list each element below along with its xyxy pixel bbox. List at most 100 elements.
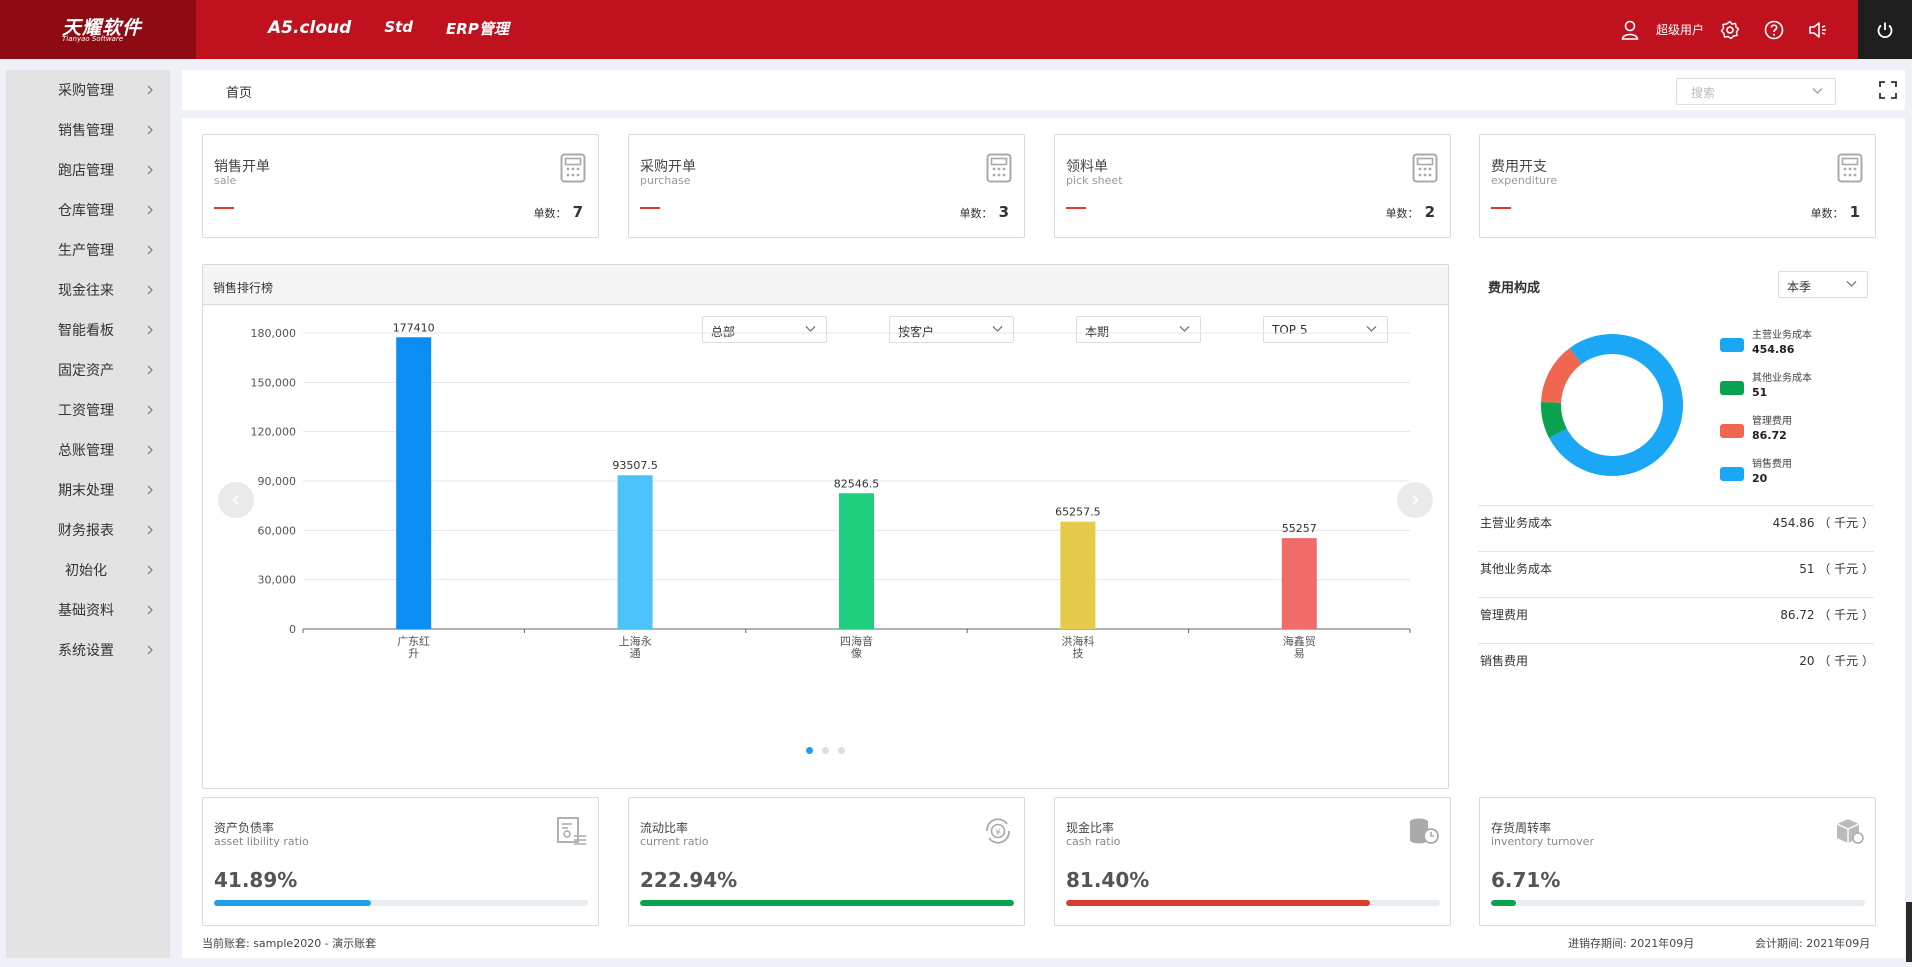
chevron-right-icon — [147, 85, 153, 95]
donut-slice[interactable] — [1532, 325, 1692, 485]
chevron-right-icon — [147, 605, 153, 615]
sidebar-item[interactable]: 总账管理 — [6, 430, 170, 470]
nav-a5-cloud[interactable]: A5.cloud — [268, 18, 352, 38]
sidebar-item[interactable]: 财务报表 — [6, 510, 170, 550]
chevron-right-icon — [147, 325, 153, 335]
x-tick-label: 技 — [1072, 647, 1083, 660]
period-select[interactable]: 本期 — [1076, 316, 1201, 343]
bar-value-label: 177410 — [393, 321, 435, 334]
stat-count-label: 单数： — [1385, 207, 1419, 220]
ratio-card[interactable]: 资产负债率 asset libility ratio 41.89% — [202, 797, 599, 926]
stat-card-dash — [1491, 207, 1511, 209]
search-select[interactable]: 搜索 — [1676, 78, 1836, 105]
fullscreen-icon[interactable] — [1878, 80, 1898, 100]
sidebar-item[interactable]: 基础资料 — [6, 590, 170, 630]
stat-card[interactable]: 领料单 pick sheet 单数： 2 — [1054, 134, 1451, 238]
carousel-prev-button[interactable] — [218, 482, 254, 518]
ratio-progress-track — [1066, 900, 1440, 906]
sidebar-item[interactable]: 固定资产 — [6, 350, 170, 390]
chevron-right-icon — [147, 445, 153, 455]
power-icon — [1877, 22, 1893, 38]
gear-icon[interactable] — [1719, 19, 1741, 41]
carousel-dot[interactable] — [838, 747, 845, 754]
nav-std[interactable]: Std — [384, 18, 414, 36]
breadcrumb-home[interactable]: 首页 — [226, 86, 253, 101]
sidebar-item[interactable]: 期末处理 — [6, 470, 170, 510]
user-name[interactable]: 超级用户 — [1655, 23, 1704, 37]
chevron-right-icon — [147, 565, 153, 575]
sidebar-item-label: 系统设置 — [58, 643, 114, 659]
breadcrumb-bar: 首页 搜索 — [182, 70, 1905, 110]
ratio-card[interactable]: 存货周转率 inventory turnover 6.71% — [1479, 797, 1876, 926]
legend-value: 454.86 — [1752, 343, 1795, 356]
sidebar-item[interactable]: 跑店管理 — [6, 150, 170, 190]
sales-ranking-title: 销售排行榜 — [203, 265, 1448, 305]
sidebar-item[interactable]: 采购管理 — [6, 70, 170, 110]
speaker-icon[interactable] — [1807, 19, 1829, 41]
x-tick-label: 海鑫贸 — [1283, 634, 1316, 648]
stat-card-title: 费用开支 — [1491, 159, 1547, 175]
ratio-progress-track — [214, 900, 588, 906]
bar — [617, 475, 653, 629]
scrollbar-thumb[interactable] — [1906, 902, 1912, 962]
sidebar-item[interactable]: 智能看板 — [6, 310, 170, 350]
stat-card[interactable]: 费用开支 expenditure 单数： 1 — [1479, 134, 1876, 238]
branch-select[interactable]: 总部 — [702, 316, 827, 343]
footer-accounting-period: 会计期间: 2021年09月 — [1755, 937, 1871, 950]
x-tick-label: 广东红 — [397, 635, 430, 648]
sidebar-item[interactable]: 生产管理 — [6, 230, 170, 270]
ratio-card[interactable]: 流动比率 current ratio 222.94% ¥ — [628, 797, 1025, 926]
ratio-value: 41.89% — [214, 868, 298, 892]
expense-row: 主营业务成本 454.86 （ 千元 ） — [1478, 505, 1874, 551]
group-by-select[interactable]: 按客户 — [889, 316, 1014, 343]
stat-card[interactable]: 采购开单 purchase 单数： 3 — [628, 134, 1025, 238]
legend-item[interactable]: 其他业务成本 51 — [1720, 369, 1860, 412]
top-nav: A5.cloud Std ERP管理 — [268, 18, 509, 39]
carousel-dot[interactable] — [806, 747, 813, 754]
calculator-icon — [1412, 153, 1438, 183]
expense-period-select[interactable]: 本季 — [1778, 271, 1868, 298]
carousel-next-button[interactable] — [1397, 482, 1433, 518]
legend-item[interactable]: 主营业务成本 454.86 — [1720, 326, 1860, 369]
chevron-down-icon — [805, 326, 816, 332]
donut-slice[interactable] — [1532, 325, 1692, 485]
stat-card[interactable]: 销售开单 sale 单数： 7 — [202, 134, 599, 238]
sidebar: 采购管理 销售管理 跑店管理仓库管理生产管理 现金往来 智能看板 固定资产工资管理总账管理… — [6, 70, 170, 958]
ratio-subtitle: asset libility ratio — [214, 835, 309, 848]
carousel-dot[interactable] — [822, 747, 829, 754]
sidebar-item[interactable]: 初始化 — [6, 550, 170, 590]
ratio-title: 现金比率 — [1066, 821, 1115, 835]
chevron-right-icon — [147, 285, 153, 295]
chevron-right-icon — [147, 485, 153, 495]
ratio-card[interactable]: 现金比率 cash ratio 81.40% — [1054, 797, 1451, 926]
y-tick-label: 180,000 — [251, 327, 297, 340]
chevron-right-icon — [147, 245, 153, 255]
sidebar-item[interactable]: 系统设置 — [6, 630, 170, 670]
legend-name: 其他业务成本 — [1752, 373, 1812, 384]
sidebar-item[interactable]: 现金往来 — [6, 270, 170, 310]
sidebar-item[interactable]: 仓库管理 — [6, 190, 170, 230]
sidebar-item[interactable]: 销售管理 — [6, 110, 170, 150]
sidebar-item-label: 工资管理 — [58, 403, 114, 419]
logo[interactable]: 天耀软件 Tianyao Software — [0, 0, 196, 59]
expense-row-value: 20 （ 千元 ） — [1799, 654, 1874, 668]
legend-item[interactable]: 管理费用 86.72 — [1720, 412, 1860, 455]
ratio-title: 存货周转率 — [1491, 821, 1552, 835]
ratio-subtitle: current ratio — [640, 835, 709, 848]
chevron-right-icon — [147, 205, 153, 215]
expense-title: 费用构成 — [1488, 281, 1541, 296]
ratio-progress-fill — [1491, 900, 1517, 906]
power-button[interactable] — [1858, 0, 1912, 59]
help-icon[interactable] — [1763, 19, 1785, 41]
ratio-title: 资产负债率 — [214, 821, 275, 835]
chevron-right-icon — [147, 645, 153, 655]
user-icon[interactable] — [1619, 19, 1641, 41]
nav-erp[interactable]: ERP管理 — [446, 20, 509, 38]
sidebar-item-label: 财务报表 — [58, 523, 114, 539]
legend-item[interactable]: 销售费用 20 — [1720, 455, 1860, 498]
sidebar-item-label: 仓库管理 — [58, 203, 114, 219]
stat-card-subtitle: purchase — [640, 174, 691, 187]
x-tick-label: 升 — [408, 647, 419, 660]
sidebar-item[interactable]: 工资管理 — [6, 390, 170, 430]
logo-en-text: Tianyao Software — [62, 35, 124, 43]
